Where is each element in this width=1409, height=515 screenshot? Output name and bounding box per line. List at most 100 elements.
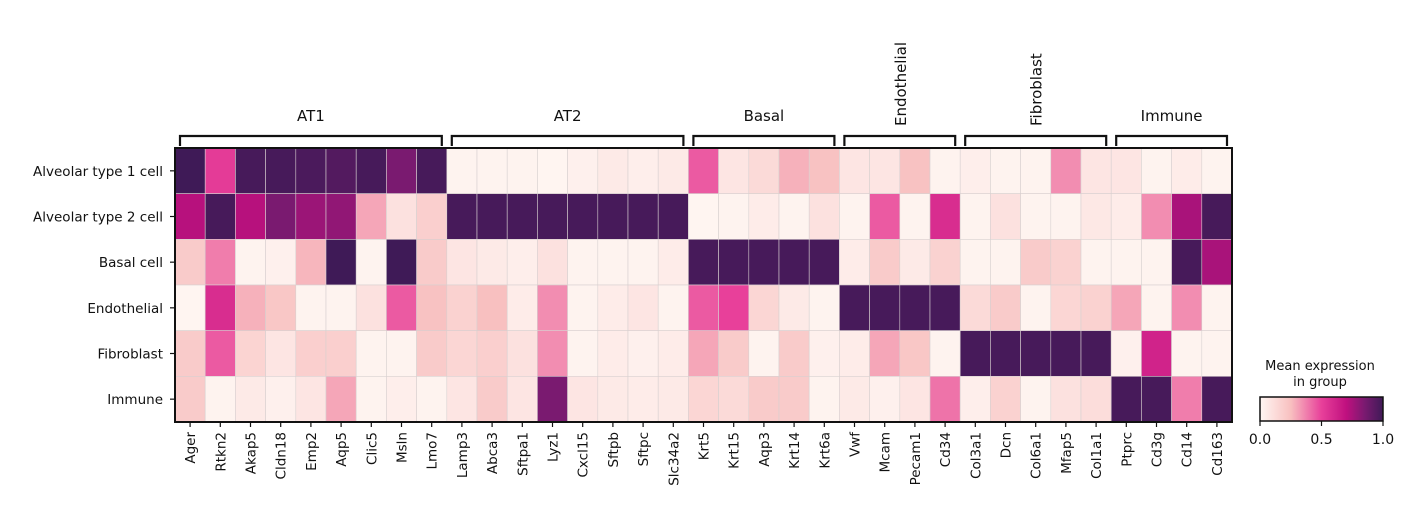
heatmap-cell xyxy=(627,376,659,423)
heatmap-cell xyxy=(446,330,478,377)
column-label: Cd14 xyxy=(1180,432,1196,467)
heatmap-cell xyxy=(1080,239,1112,286)
heatmap-cell xyxy=(869,147,901,194)
heatmap-cell xyxy=(1020,239,1052,286)
heatmap-cell xyxy=(386,284,417,331)
heatmap-cells xyxy=(174,147,1233,423)
column-label: Krt14 xyxy=(787,432,803,469)
heatmap-cell xyxy=(657,193,689,240)
heatmap-cell xyxy=(808,330,840,377)
column-label: Lmo7 xyxy=(425,432,441,470)
group-label: AT1 xyxy=(297,107,325,125)
heatmap-cell xyxy=(355,239,387,286)
heatmap-cell xyxy=(899,330,931,377)
heatmap-cell xyxy=(567,147,599,194)
heatmap-cell xyxy=(325,239,357,286)
heatmap-cell xyxy=(1171,376,1203,423)
heatmap-cell xyxy=(990,147,1021,194)
heatmap-cell xyxy=(446,239,478,286)
column-label: Aqp3 xyxy=(757,432,773,467)
heatmap-cell xyxy=(265,193,297,240)
heatmap-cell xyxy=(929,193,961,240)
heatmap-cell xyxy=(174,147,206,194)
column-label: Krt5 xyxy=(697,432,713,460)
heatmap-cell xyxy=(808,193,840,240)
heatmap-cell xyxy=(476,284,508,331)
heatmap-cell xyxy=(1201,284,1233,331)
column-label: Msln xyxy=(395,432,411,463)
group-bracket xyxy=(964,134,1108,146)
heatmap-cell xyxy=(778,147,810,194)
heatmap-cell xyxy=(718,330,750,377)
heatmap-cell xyxy=(688,147,719,194)
column-label: Lamp3 xyxy=(455,432,471,478)
heatmap-cell xyxy=(718,376,750,423)
heatmap-cell xyxy=(265,376,297,423)
heatmap-cell xyxy=(959,330,991,377)
heatmap-cell xyxy=(1110,330,1142,377)
heatmap-cell xyxy=(778,193,810,240)
column-label: Cd163 xyxy=(1210,432,1226,476)
heatmap-cell xyxy=(1110,284,1142,331)
heatmap-cell xyxy=(718,193,750,240)
heatmap-cell xyxy=(869,193,901,240)
heatmap-cell xyxy=(355,376,387,423)
heatmap-cell xyxy=(959,239,991,286)
column-label: Cd34 xyxy=(938,432,954,467)
heatmap-cell xyxy=(235,376,266,423)
heatmap-cell xyxy=(627,239,659,286)
heatmap-cell xyxy=(355,284,387,331)
heatmap-cell xyxy=(204,284,236,331)
heatmap-cell xyxy=(476,330,508,377)
heatmap-cell xyxy=(174,193,206,240)
heatmap-cell xyxy=(265,147,297,194)
heatmap-cell xyxy=(1110,193,1142,240)
heatmap-cell xyxy=(446,147,478,194)
heatmap-cell xyxy=(204,330,236,377)
heatmap-cell xyxy=(567,284,599,331)
heatmap-cell xyxy=(1020,147,1052,194)
heatmap-cell xyxy=(235,284,266,331)
heatmap-cell xyxy=(929,239,961,286)
heatmap-cell xyxy=(1171,147,1203,194)
colorbar-title-line2: in group xyxy=(1293,375,1347,390)
heatmap-cell xyxy=(537,147,568,194)
column-label: Abca3 xyxy=(485,432,501,474)
heatmap-cell xyxy=(688,284,719,331)
heatmap-cell xyxy=(1080,147,1112,194)
heatmap-cell xyxy=(446,284,478,331)
heatmap-cell xyxy=(265,239,297,286)
column-label: Emp2 xyxy=(304,432,320,471)
heatmap-cell xyxy=(869,376,901,423)
heatmap-cell xyxy=(839,193,870,240)
heatmap-cell xyxy=(1050,193,1082,240)
heatmap-cell xyxy=(1080,376,1112,423)
column-label: Mfap5 xyxy=(1059,432,1075,474)
heatmap-cell xyxy=(627,330,659,377)
heatmap-cell xyxy=(416,239,448,286)
heatmap-cell xyxy=(597,376,629,423)
heatmap-cell xyxy=(657,330,689,377)
heatmap-cell xyxy=(839,376,870,423)
heatmap-cell xyxy=(899,239,931,286)
heatmap-cell xyxy=(204,376,236,423)
column-label: Cxcl15 xyxy=(576,432,592,478)
heatmap-cell xyxy=(295,193,327,240)
heatmap-cell xyxy=(567,376,599,423)
heatmap-cell xyxy=(929,330,961,377)
column-labels: Ager Rtkn2 Akap5 Cldn18 Emp2 Aqp5 Clic5 Msln Lmo… xyxy=(183,422,1226,486)
heatmap-cell xyxy=(506,376,538,423)
row-label: Alveolar type 1 cell xyxy=(33,164,163,180)
heatmap-cell xyxy=(839,239,870,286)
heatmap-cell xyxy=(1171,330,1203,377)
group-label: Basal xyxy=(744,107,785,125)
group-bracket xyxy=(843,134,957,146)
heatmap-cell xyxy=(657,147,689,194)
heatmap-cell xyxy=(1080,284,1112,331)
heatmap-cell xyxy=(506,239,538,286)
row-labels: Alveolar type 1 cell Alveolar type 2 cell… xyxy=(33,164,175,408)
heatmap-cell xyxy=(476,193,508,240)
heatmap-cell xyxy=(657,376,689,423)
heatmap-cell xyxy=(235,239,266,286)
column-label: Ager xyxy=(183,432,199,464)
